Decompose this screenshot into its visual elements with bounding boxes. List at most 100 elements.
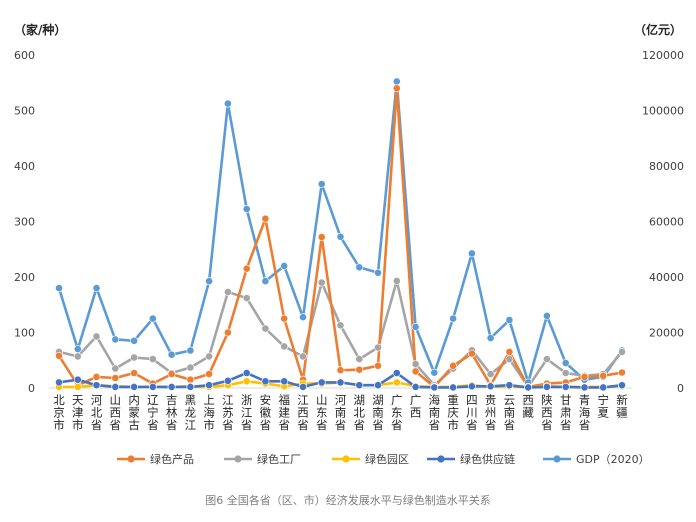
series-0-point xyxy=(92,372,101,381)
series-3-point xyxy=(392,369,401,377)
series-1-point xyxy=(411,360,420,368)
series-4-point xyxy=(186,346,195,355)
series-4-point xyxy=(561,359,570,367)
left-axis-unit: （家/种） xyxy=(14,22,66,37)
series-3-point xyxy=(55,378,63,387)
category-label: 山东省 xyxy=(316,393,328,432)
series-1-point xyxy=(130,353,138,362)
series-0-point xyxy=(280,314,289,323)
series-1-point xyxy=(73,352,82,361)
category-label: 北京市 xyxy=(53,393,65,432)
series-3-point xyxy=(505,381,514,390)
category-label: 安徽省 xyxy=(260,393,272,432)
series-1-point xyxy=(486,370,495,378)
left-tick-label: 500 xyxy=(14,105,35,118)
left-axis-ticks: 0 100 200 300 400 500 600 xyxy=(14,49,35,395)
category-label: 黑龙江 xyxy=(185,393,197,432)
category-label: 重庆市 xyxy=(447,393,459,432)
series-1-point xyxy=(317,278,326,287)
series-4-point xyxy=(167,350,176,359)
series-3-point xyxy=(524,383,533,392)
left-tick-label: 200 xyxy=(14,271,35,284)
series-3-point xyxy=(355,381,364,390)
series-0-point xyxy=(449,361,457,370)
series-0-point xyxy=(599,371,608,380)
series-1-point xyxy=(561,369,570,377)
series-4-point xyxy=(430,368,439,377)
legend-label: 绿色供应链 xyxy=(460,452,515,466)
series-3-point xyxy=(486,382,495,391)
series-0-point xyxy=(392,84,401,93)
category-label: 福建省 xyxy=(278,393,290,432)
series-4-point xyxy=(355,263,364,272)
series-2-point xyxy=(392,378,401,387)
series-1-point xyxy=(205,352,213,361)
series-1-point xyxy=(505,355,514,363)
category-label: 江西省 xyxy=(297,393,309,432)
series-4-point xyxy=(280,261,289,270)
series-1-point xyxy=(355,355,364,363)
series-0-point xyxy=(130,369,138,377)
figure-caption: 图6 全国各省（区、市）经济发展水平与绿色制造水平关系 xyxy=(205,494,491,507)
legend-swatch-marker xyxy=(437,455,445,463)
category-label: 海南省 xyxy=(429,393,441,432)
series-0-point xyxy=(355,365,364,374)
series-0-point xyxy=(261,214,270,223)
series-3-point xyxy=(186,382,195,391)
left-tick-label: 600 xyxy=(14,49,35,62)
legend-swatch-marker xyxy=(234,455,242,463)
right-tick-label: 120000 xyxy=(642,49,684,62)
series-0-point xyxy=(336,366,345,375)
series-4-point xyxy=(205,277,213,286)
series-3-point xyxy=(299,382,307,391)
category-label: 江苏省 xyxy=(222,393,234,432)
right-tick-label: 0 xyxy=(677,382,684,395)
series-4-point xyxy=(223,99,232,108)
series-2-point xyxy=(73,382,82,391)
series-1-point xyxy=(92,332,101,341)
legend-label: 绿色工厂 xyxy=(257,452,301,466)
right-tick-label: 60000 xyxy=(649,216,684,229)
legend-label: 绿色园区 xyxy=(365,452,409,466)
series-3-point xyxy=(599,383,608,392)
category-label: 浙江省 xyxy=(241,393,253,432)
series-0-point xyxy=(317,233,326,241)
series-0-point xyxy=(223,328,232,337)
right-tick-label: 100000 xyxy=(642,105,684,118)
category-labels: 北京市天津市河北省山西省内蒙古辽宁省吉林省黑龙江上海市江苏省浙江省安徽省福建省江… xyxy=(53,393,628,432)
right-axis-ticks: 0 20000 40000 60000 80000 100000 120000 xyxy=(642,49,684,395)
series-3-point xyxy=(242,369,251,377)
series-4-point xyxy=(242,205,251,213)
category-label: 湖南省 xyxy=(372,393,384,432)
series-0-point xyxy=(111,374,120,382)
series-0-point xyxy=(618,368,626,377)
series-4-point xyxy=(111,335,120,344)
series-4-point xyxy=(55,284,63,292)
series-0-point xyxy=(186,375,195,384)
left-tick-label: 400 xyxy=(14,160,35,173)
series-3-point xyxy=(430,383,439,392)
left-tick-label: 0 xyxy=(28,382,35,395)
series-3-point xyxy=(618,381,626,390)
series-3-point xyxy=(374,381,382,390)
series-1-point xyxy=(299,352,307,361)
series-4-point xyxy=(374,268,382,277)
series-3-point xyxy=(411,382,420,391)
series-4-point xyxy=(392,77,401,86)
right-axis-unit: （亿元） xyxy=(634,22,682,37)
series-3-point xyxy=(92,381,101,390)
right-tick-label: 20000 xyxy=(649,327,684,340)
series-0-point xyxy=(205,370,213,378)
series-3-point xyxy=(280,377,289,386)
series-0-point xyxy=(242,264,251,273)
series-4-point xyxy=(449,314,457,323)
series-0-point xyxy=(467,349,476,358)
series-3-point xyxy=(336,378,345,387)
series-1-point xyxy=(336,321,345,330)
series-points xyxy=(55,77,626,392)
series-3-point xyxy=(223,376,232,385)
series-3-point xyxy=(73,375,82,384)
series-1-point xyxy=(280,342,289,351)
series-4-point xyxy=(505,316,514,324)
right-tick-label: 40000 xyxy=(649,271,684,284)
